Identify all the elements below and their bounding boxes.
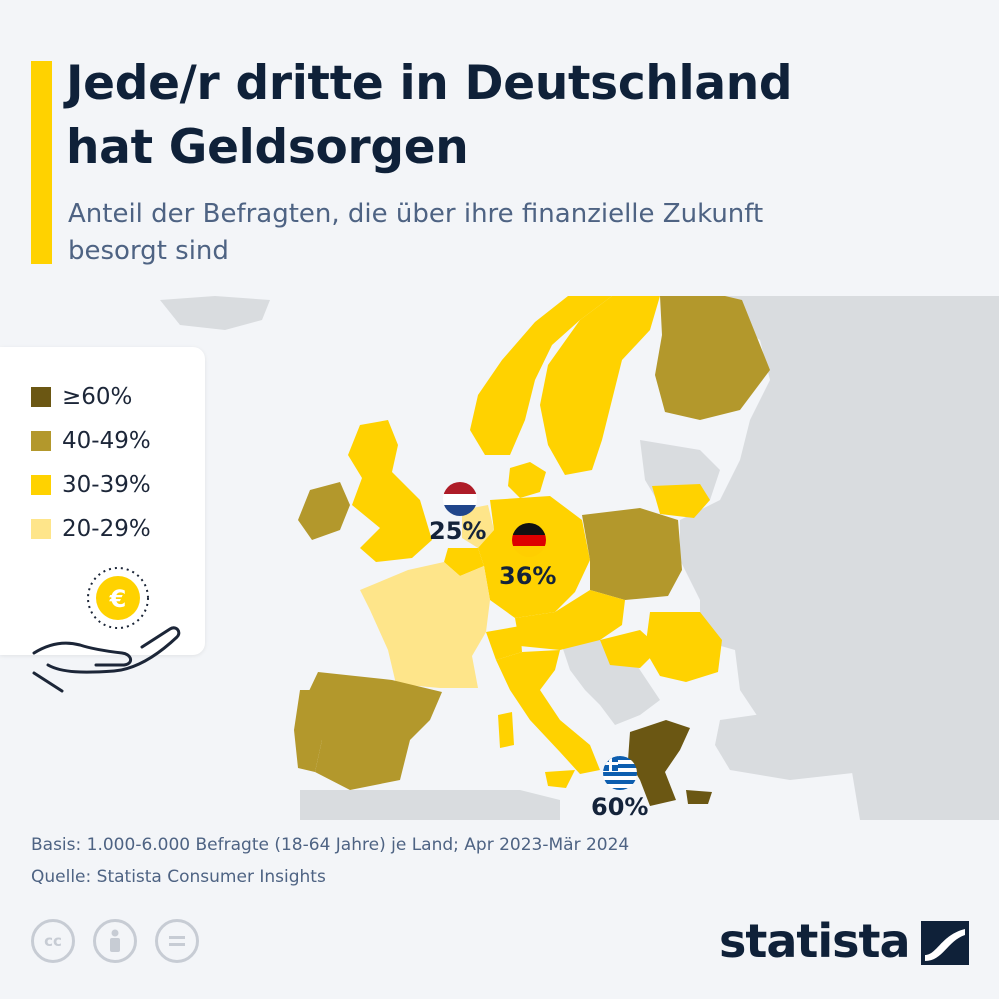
svg-text:€: € xyxy=(109,585,127,613)
legend-label: ≥60% xyxy=(62,384,133,410)
accent-bar xyxy=(31,61,52,264)
map-region-greece xyxy=(628,720,690,806)
title-line-1: Jede/r dritte in Deutschland xyxy=(66,56,793,111)
map-region-uk xyxy=(348,420,432,562)
europe-map xyxy=(160,296,999,820)
greece-flag-icon xyxy=(603,756,637,790)
page-title: Jede/r dritte in Deutschland hat Geldsor… xyxy=(66,52,966,180)
map-region-italy xyxy=(496,650,600,774)
map-region-baltics xyxy=(652,484,710,518)
map-region-russia xyxy=(680,296,999,820)
map-region-greek-islands xyxy=(686,790,712,804)
euro-coin-hand-icon: € xyxy=(32,567,181,693)
cc-label: cc xyxy=(44,932,62,950)
no-derivatives-icon[interactable] xyxy=(155,919,199,963)
statista-wordmark[interactable]: statista xyxy=(719,914,911,968)
legend-swatch xyxy=(31,519,51,539)
germany-flag-icon xyxy=(512,523,546,557)
subtitle-line-2: besorgt sind xyxy=(68,236,229,266)
map-region-czechia-austria xyxy=(515,590,625,650)
legend-item-30-39: 30-39% xyxy=(31,472,151,498)
legend-item-60-plus: ≥60% xyxy=(31,384,132,410)
map-label-netherlands: 25% xyxy=(429,517,487,545)
map-region-switzerland xyxy=(486,626,522,660)
map-region-finland xyxy=(655,296,770,420)
footnote-source: Quelle: Statista Consumer Insights xyxy=(31,867,326,887)
netherlands-flag-icon xyxy=(443,482,477,516)
map-label-germany: 36% xyxy=(499,562,557,590)
legend-label: 40-49% xyxy=(62,428,151,454)
footnote-basis: Basis: 1.000-6.000 Befragte (18-64 Jahre… xyxy=(31,835,630,855)
map-region-portugal xyxy=(294,690,322,772)
map-region-belgium xyxy=(444,548,484,576)
map-region-netherlands xyxy=(462,505,494,548)
legend-label: 30-39% xyxy=(62,472,151,498)
map-region-denmark xyxy=(508,462,546,498)
map-region-iceland xyxy=(160,296,270,330)
map-region-france xyxy=(360,562,490,688)
legend-label: 20-29% xyxy=(62,516,151,542)
map-region-romania xyxy=(645,612,722,682)
map-region-balkans xyxy=(560,640,660,725)
map-region-poland xyxy=(582,508,682,600)
subtitle-line-1: Anteil der Befragten, die über ihre fina… xyxy=(68,199,764,229)
map-region-sardinia xyxy=(498,712,514,748)
map-label-greece: 60% xyxy=(591,793,649,821)
page-subtitle: Anteil der Befragten, die über ihre fina… xyxy=(68,196,948,270)
map-region-north-africa xyxy=(300,790,560,820)
map-region-sicily xyxy=(545,770,575,788)
legend-swatch xyxy=(31,387,51,407)
person-glyph xyxy=(110,929,120,952)
attribution-icon[interactable] xyxy=(93,919,137,963)
map-region-turkey xyxy=(715,700,900,780)
map-region-norway xyxy=(470,296,612,455)
map-region-spain xyxy=(300,672,442,790)
creative-commons-icon[interactable]: cc xyxy=(31,919,75,963)
map-region-hungary xyxy=(600,630,660,668)
equals-glyph xyxy=(169,936,185,946)
title-line-2: hat Geldsorgen xyxy=(66,120,469,175)
legend-swatch xyxy=(31,475,51,495)
map-region-germany xyxy=(478,496,590,618)
statista-logo-icon[interactable] xyxy=(921,921,969,965)
legend-item-40-49: 40-49% xyxy=(31,428,151,454)
map-region-sweden xyxy=(540,296,660,475)
legend-swatch xyxy=(31,431,51,451)
legend-item-20-29: 20-29% xyxy=(31,516,151,542)
map-region-ireland xyxy=(298,482,350,540)
